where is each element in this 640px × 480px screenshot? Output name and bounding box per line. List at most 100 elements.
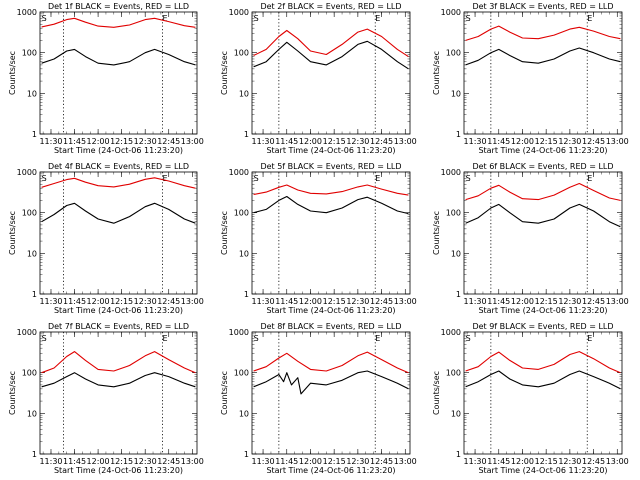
x-tick-label: 11:45 xyxy=(487,137,510,146)
series-line-lld xyxy=(465,351,621,374)
x-tick-label: 12:15 xyxy=(110,457,133,466)
panel-title: Det 3f BLACK = Events, RED = LLD xyxy=(472,2,613,11)
x-tick-label: 11:45 xyxy=(487,297,510,306)
y-tick-label: 10 xyxy=(27,409,37,418)
x-tick-label: 12:30 xyxy=(558,457,581,466)
y-tick-label: 100 xyxy=(446,369,461,378)
x-tick-label: 12:15 xyxy=(110,297,133,306)
panel-9: Det 9f BLACK = Events, RED = LLD 1 10 100 10… xyxy=(432,322,629,475)
panel-8: Det 8f BLACK = Events, RED = LLD 1 10 100 10… xyxy=(220,322,417,475)
panel-2: Det 2f BLACK = Events, RED = LLD 1 10 100 10… xyxy=(220,2,417,155)
x-tick-label: 12:45 xyxy=(157,457,180,466)
x-tick-label: 12:15 xyxy=(323,297,346,306)
x-tick-label: 12:45 xyxy=(582,457,605,466)
series-line-events xyxy=(41,372,196,388)
x-tick-label: 11:45 xyxy=(63,457,86,466)
y-axis-label: Counts/sec xyxy=(8,211,17,255)
panel-3: Det 3f BLACK = Events, RED = LLD 1 10 100 10… xyxy=(432,2,629,155)
y-axis-label: Counts/sec xyxy=(220,211,229,255)
panel-1: Det 1f BLACK = Events, RED = LLD 1 10 100 10… xyxy=(8,2,204,155)
y-tick-label: 1 xyxy=(456,290,461,299)
y-tick-label: 10 xyxy=(27,249,37,258)
y-tick-label: 10 xyxy=(239,409,249,418)
x-tick-label: 11:30 xyxy=(464,297,487,306)
x-tick-label: 11:45 xyxy=(275,457,298,466)
series-line-events xyxy=(465,203,621,228)
y-tick-label: 1000 xyxy=(229,168,249,177)
y-tick-label: 1000 xyxy=(229,8,249,17)
x-tick-label: 12:15 xyxy=(535,457,558,466)
x-axis-label: Start Time (24-Oct-06 11:23:20) xyxy=(54,146,183,155)
x-tick-label: 12:00 xyxy=(299,297,322,306)
end-marker: E xyxy=(375,174,380,183)
x-tick-label: 12:30 xyxy=(134,457,157,466)
x-tick-label: 13:00 xyxy=(606,297,629,306)
series-line-events xyxy=(41,202,196,224)
panel-title: Det 2f BLACK = Events, RED = LLD xyxy=(260,2,401,11)
series-line-events xyxy=(253,40,409,70)
plot-frame xyxy=(251,331,411,455)
x-tick-label: 12:45 xyxy=(582,137,605,146)
x-tick-label: 12:15 xyxy=(323,137,346,146)
x-tick-label: 12:30 xyxy=(346,457,369,466)
y-tick-label: 1000 xyxy=(229,328,249,337)
y-axis-label: Counts/sec xyxy=(8,51,17,95)
x-tick-label: 12:30 xyxy=(346,137,369,146)
x-tick-label: 11:30 xyxy=(252,297,275,306)
y-axis-label: Counts/sec xyxy=(220,51,229,95)
x-tick-label: 12:30 xyxy=(346,297,369,306)
end-marker: E xyxy=(587,174,592,183)
y-tick-label: 1000 xyxy=(441,168,461,177)
start-marker: S xyxy=(466,174,471,183)
y-tick-label: 1000 xyxy=(441,8,461,17)
x-tick-label: 11:30 xyxy=(39,457,62,466)
x-tick-label: 11:30 xyxy=(464,457,487,466)
x-tick-label: 13:00 xyxy=(394,297,417,306)
plot-frame xyxy=(251,171,411,295)
y-axis-label: Counts/sec xyxy=(432,51,441,95)
start-marker: S xyxy=(466,14,471,23)
start-marker: S xyxy=(254,334,259,343)
y-tick-label: 10 xyxy=(451,409,461,418)
x-tick-label: 12:30 xyxy=(558,297,581,306)
x-tick-label: 12:00 xyxy=(299,457,322,466)
x-tick-label: 11:45 xyxy=(275,297,298,306)
x-axis-label: Start Time (24-Oct-06 11:23:20) xyxy=(54,466,183,475)
series-line-events xyxy=(465,370,621,390)
y-axis-label: Counts/sec xyxy=(432,371,441,415)
series-line-lld xyxy=(253,351,409,374)
end-marker: E xyxy=(162,14,167,23)
panel-title: Det 6f BLACK = Events, RED = LLD xyxy=(472,162,613,171)
y-tick-label: 100 xyxy=(446,49,461,58)
start-marker: S xyxy=(254,14,259,23)
x-tick-label: 11:45 xyxy=(63,137,86,146)
panel-5: Det 5f BLACK = Events, RED = LLD 1 10 100 10… xyxy=(220,162,417,315)
y-tick-label: 100 xyxy=(234,209,249,218)
x-tick-label: 12:45 xyxy=(157,297,180,306)
start-marker: S xyxy=(254,174,259,183)
plot-frame xyxy=(39,171,198,295)
series-line-lld xyxy=(41,17,196,28)
x-axis-label: Start Time (24-Oct-06 11:23:20) xyxy=(266,306,395,315)
x-tick-label: 11:45 xyxy=(275,137,298,146)
x-tick-label: 11:45 xyxy=(487,457,510,466)
x-tick-label: 12:30 xyxy=(558,137,581,146)
end-marker: E xyxy=(375,14,380,23)
x-axis-label: Start Time (24-Oct-06 11:23:20) xyxy=(478,306,607,315)
y-tick-label: 1 xyxy=(32,130,37,139)
y-tick-label: 10 xyxy=(27,89,37,98)
start-marker: S xyxy=(466,334,471,343)
start-marker: S xyxy=(42,14,47,23)
y-tick-label: 10 xyxy=(239,89,249,98)
x-tick-label: 11:30 xyxy=(464,137,487,146)
end-marker: E xyxy=(587,14,592,23)
y-tick-label: 1000 xyxy=(17,8,37,17)
x-tick-label: 11:30 xyxy=(252,137,275,146)
x-tick-label: 12:15 xyxy=(110,137,133,146)
series-line-events xyxy=(253,370,409,395)
x-tick-label: 13:00 xyxy=(606,457,629,466)
panel-title: Det 9f BLACK = Events, RED = LLD xyxy=(472,322,613,331)
end-marker: E xyxy=(375,334,380,343)
y-tick-label: 10 xyxy=(451,89,461,98)
x-tick-label: 11:30 xyxy=(39,297,62,306)
